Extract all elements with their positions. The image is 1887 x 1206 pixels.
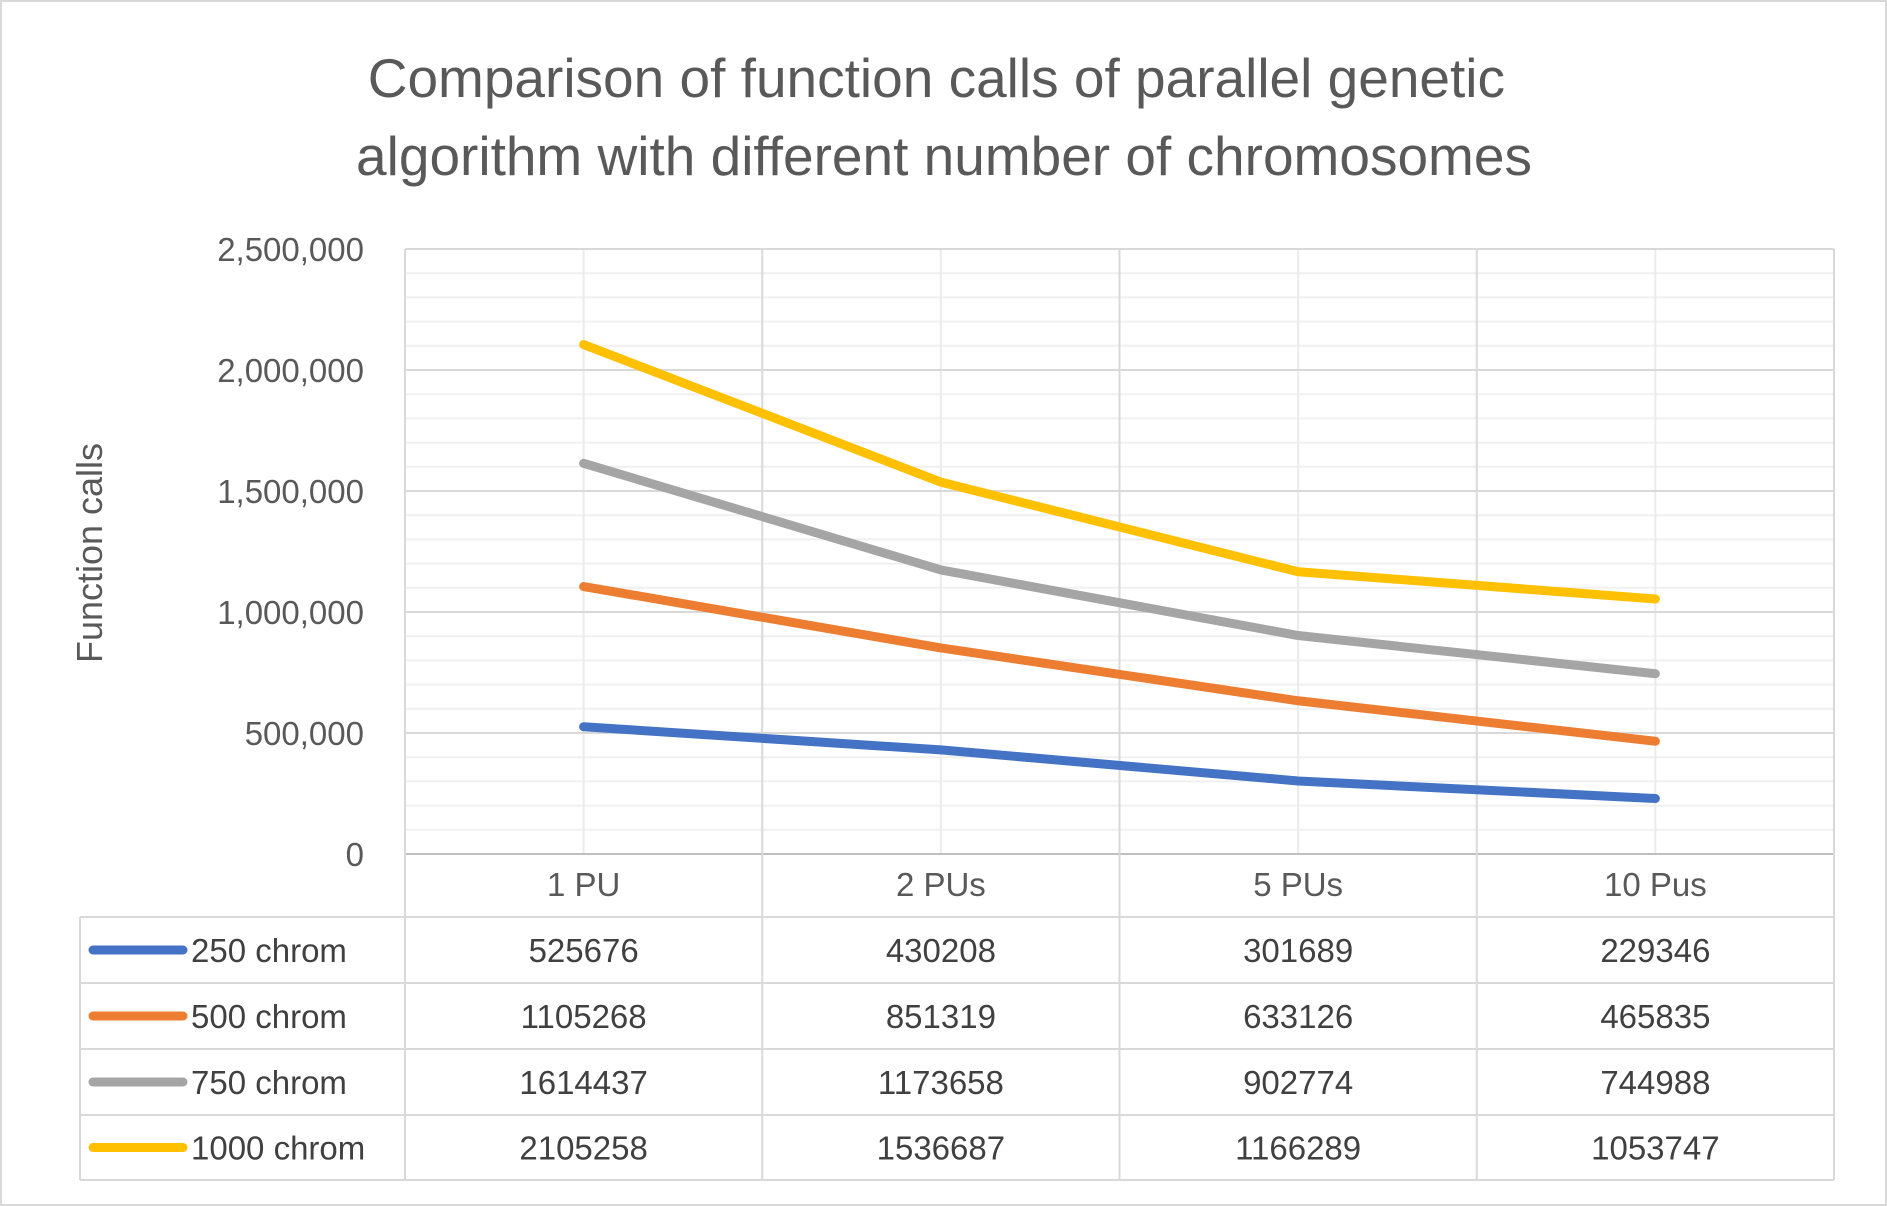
data-table: 1 PU 2 PUs 5 PUs 10 Pus 250 chrom 525676 43020… [79,866,1834,1181]
table-cell-value: 430208 [886,932,996,969]
major-gridlines [404,248,1835,1180]
table-cell-value: 525676 [529,932,639,969]
table-cell-value: 1105268 [521,998,647,1035]
table-cell-value: 633126 [1243,998,1353,1035]
y-tick-label: 1,500,000 [217,473,364,510]
table-cell-value: 229346 [1600,932,1710,969]
table-cell-value: 744988 [1600,1064,1710,1101]
series-line [579,340,1660,604]
chart-title-line-2: algorithm with different number of chrom… [356,125,1532,187]
y-tick-label: 0 [346,836,364,873]
chart-title: Comparison of function calls of parallel… [356,47,1532,187]
y-axis-title: Function calls [69,443,110,663]
y-tick-label: 2,500,000 [217,231,364,268]
x-category-label: 1 PU [547,866,620,903]
legend-label: 1000 chrom [191,1130,365,1167]
table-cell-value: 1614437 [519,1064,647,1101]
table-cell-value: 1166289 [1235,1130,1361,1167]
table-cell-value: 465835 [1600,998,1710,1035]
series-line [579,582,1660,746]
table-cell-value: 902774 [1243,1064,1353,1101]
legend-label: 750 chrom [191,1064,347,1101]
table-cell-value: 2105258 [519,1130,647,1167]
table-cell-value: 301689 [1243,932,1353,969]
table-cell-value: 1173658 [878,1064,1004,1101]
legend-label: 500 chrom [191,998,347,1035]
y-axis-tick-labels: 0 500,000 1,000,000 1,500,000 2,000,000 2,500… [217,231,364,873]
y-tick-label: 500,000 [245,715,364,752]
y-tick-label: 2,000,000 [217,352,364,389]
series-line [579,722,1660,803]
legend-label: 250 chrom [191,932,347,969]
table-cell-value: 1053747 [1591,1130,1719,1167]
table-cell-value: 1536687 [877,1130,1005,1167]
x-category-label: 5 PUs [1253,866,1343,903]
y-tick-label: 1,000,000 [217,594,364,631]
series-lines [579,340,1660,803]
x-category-label: 10 Pus [1604,866,1707,903]
table-cell-value: 851319 [886,998,996,1035]
series-line [579,458,1660,679]
chart-title-line-1: Comparison of function calls of parallel… [368,47,1505,109]
x-category-label: 2 PUs [896,866,986,903]
